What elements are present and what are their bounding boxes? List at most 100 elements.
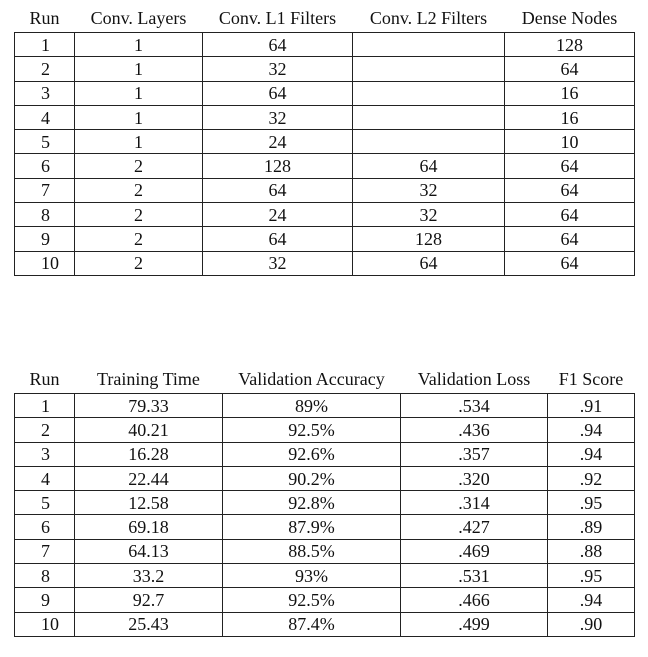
conv-l2-filters-cell: 64	[352, 250, 505, 276]
run-cell: 1	[14, 31, 75, 58]
validation-loss-cell: .531	[400, 563, 548, 589]
conv-l2-filters-cell: 64	[352, 153, 505, 179]
validation-accuracy-cell: 89%	[222, 392, 401, 419]
conv-layers-cell: 2	[74, 226, 203, 252]
config-table-body: 1 1 64 128 2 1 32 64 3 1 64 16 4 1 32 16 5 1 24 10 6 2 128 64 64…	[14, 31, 635, 276]
run-cell: 3	[14, 80, 75, 106]
table-row: 1 79.33 89% .534.91	[14, 392, 635, 419]
results-table: Run Training Time Validation Accuracy Va…	[14, 365, 635, 637]
config-header-row: Run Conv. Layers Conv. L1 Filters Conv. …	[15, 4, 635, 33]
training-time-cell: 33.2	[74, 563, 223, 589]
f1-score-cell: .91	[547, 392, 635, 419]
config-header-dense-nodes: Dense Nodes	[521, 7, 618, 28]
config-header-conv-layers: Conv. Layers	[90, 7, 187, 28]
validation-loss-cell: .469	[400, 538, 548, 565]
validation-accuracy-cell: 90.2%	[222, 465, 401, 492]
conv-l2-filters-cell	[352, 129, 505, 155]
f1-score-cell: .95	[547, 563, 635, 589]
table-row: 3 1 64 16	[14, 80, 635, 106]
training-time-cell: 92.7	[74, 587, 223, 613]
f1-score-cell: .90	[547, 611, 635, 637]
run-cell: 8	[14, 563, 75, 589]
run-cell: 5	[14, 490, 75, 516]
conv-l2-filters-cell: 128	[352, 226, 505, 252]
table-row: 7 2 64 32 64	[14, 177, 635, 204]
run-cell: 2	[14, 417, 75, 443]
validation-accuracy-cell: 92.5%	[222, 417, 401, 443]
results-header-row: Run Training Time Validation Accuracy Va…	[15, 365, 635, 394]
run-cell: 3	[14, 441, 75, 467]
conv-layers-cell: 1	[74, 80, 203, 106]
conv-l2-filters-cell	[352, 31, 505, 58]
dense-nodes-cell: 64	[504, 56, 635, 82]
validation-accuracy-cell: 93%	[222, 563, 401, 589]
table-row: 6 2 128 64 64	[14, 153, 635, 179]
validation-accuracy-cell: 92.8%	[222, 490, 401, 516]
table-row: 5 12.58 92.8% .314.95	[14, 490, 635, 516]
training-time-cell: 25.43	[74, 611, 223, 637]
dense-nodes-cell: 128	[504, 31, 635, 58]
results-header-training-time: Training Time	[97, 368, 200, 389]
validation-accuracy-cell: 92.6%	[222, 441, 401, 467]
f1-score-cell: .95	[547, 490, 635, 516]
results-header-validation-loss: Validation Loss	[417, 368, 531, 389]
run-cell: 7	[14, 177, 75, 204]
conv-l1-filters-cell: 24	[202, 202, 353, 228]
training-time-cell: 79.33	[74, 392, 223, 419]
results-header-validation-accuracy: Validation Accuracy	[238, 368, 385, 389]
training-time-cell: 16.28	[74, 441, 223, 467]
conv-l1-filters-cell: 32	[202, 56, 353, 82]
dense-nodes-cell: 64	[504, 250, 635, 276]
validation-loss-cell: .314	[400, 490, 548, 516]
run-cell: 8	[14, 202, 75, 228]
table-row: 2 40.21 92.5% .436.94	[14, 417, 635, 443]
run-cell: 6	[14, 514, 75, 540]
table-row: 8 33.2 93% .531.95	[14, 563, 635, 589]
conv-l2-filters-cell	[352, 56, 505, 82]
table-row: 10 2 32 64 64	[14, 250, 635, 276]
results-table-body: 1 79.33 89% .534.91 2 40.21 92.5% .436.94 3 16.28…	[14, 392, 635, 637]
conv-layers-cell: 2	[74, 202, 203, 228]
f1-score-cell: .94	[547, 587, 635, 613]
dense-nodes-cell: 64	[504, 202, 635, 228]
config-table: Run Conv. Layers Conv. L1 Filters Conv. …	[14, 4, 635, 276]
conv-l1-filters-cell: 64	[202, 177, 353, 204]
conv-l2-filters-cell: 32	[352, 202, 505, 228]
conv-layers-cell: 2	[74, 153, 203, 179]
conv-layers-cell: 1	[74, 129, 203, 155]
conv-layers-cell: 1	[74, 104, 203, 131]
table-row: 5 1 24 10	[14, 129, 635, 155]
table-row: 8 2 24 32 64	[14, 202, 635, 228]
conv-layers-cell: 2	[74, 250, 203, 276]
table-row: 6 69.18 87.9% .427.89	[14, 514, 635, 540]
conv-l1-filters-cell: 128	[202, 153, 353, 179]
results-header-f1-score: F1 Score	[558, 368, 624, 389]
validation-loss-cell: .466	[400, 587, 548, 613]
run-cell: 7	[14, 538, 75, 565]
validation-accuracy-cell: 87.4%	[222, 611, 401, 637]
dense-nodes-cell: 16	[504, 80, 635, 106]
table-row: 10 25.43 87.4% .499.90	[14, 611, 635, 637]
run-cell: 9	[14, 587, 75, 613]
conv-layers-cell: 2	[74, 177, 203, 204]
dense-nodes-cell: 64	[504, 177, 635, 204]
run-cell: 4	[14, 104, 75, 131]
table-row: 9 2 64 128 64	[14, 226, 635, 252]
conv-l1-filters-cell: 32	[202, 104, 353, 131]
table-row: 1 1 64 128	[14, 31, 635, 58]
run-cell: 1	[14, 392, 75, 419]
training-time-cell: 12.58	[74, 490, 223, 516]
conv-l2-filters-cell: 32	[352, 177, 505, 204]
results-header-run: Run	[29, 368, 60, 389]
validation-loss-cell: .357	[400, 441, 548, 467]
conv-l1-filters-cell: 64	[202, 80, 353, 106]
f1-score-cell: .92	[547, 465, 635, 492]
validation-accuracy-cell: 87.9%	[222, 514, 401, 540]
validation-accuracy-cell: 88.5%	[222, 538, 401, 565]
conv-l2-filters-cell	[352, 104, 505, 131]
conv-l1-filters-cell: 24	[202, 129, 353, 155]
f1-score-cell: .94	[547, 417, 635, 443]
run-cell: 5	[14, 129, 75, 155]
conv-l1-filters-cell: 64	[202, 31, 353, 58]
training-time-cell: 69.18	[74, 514, 223, 540]
